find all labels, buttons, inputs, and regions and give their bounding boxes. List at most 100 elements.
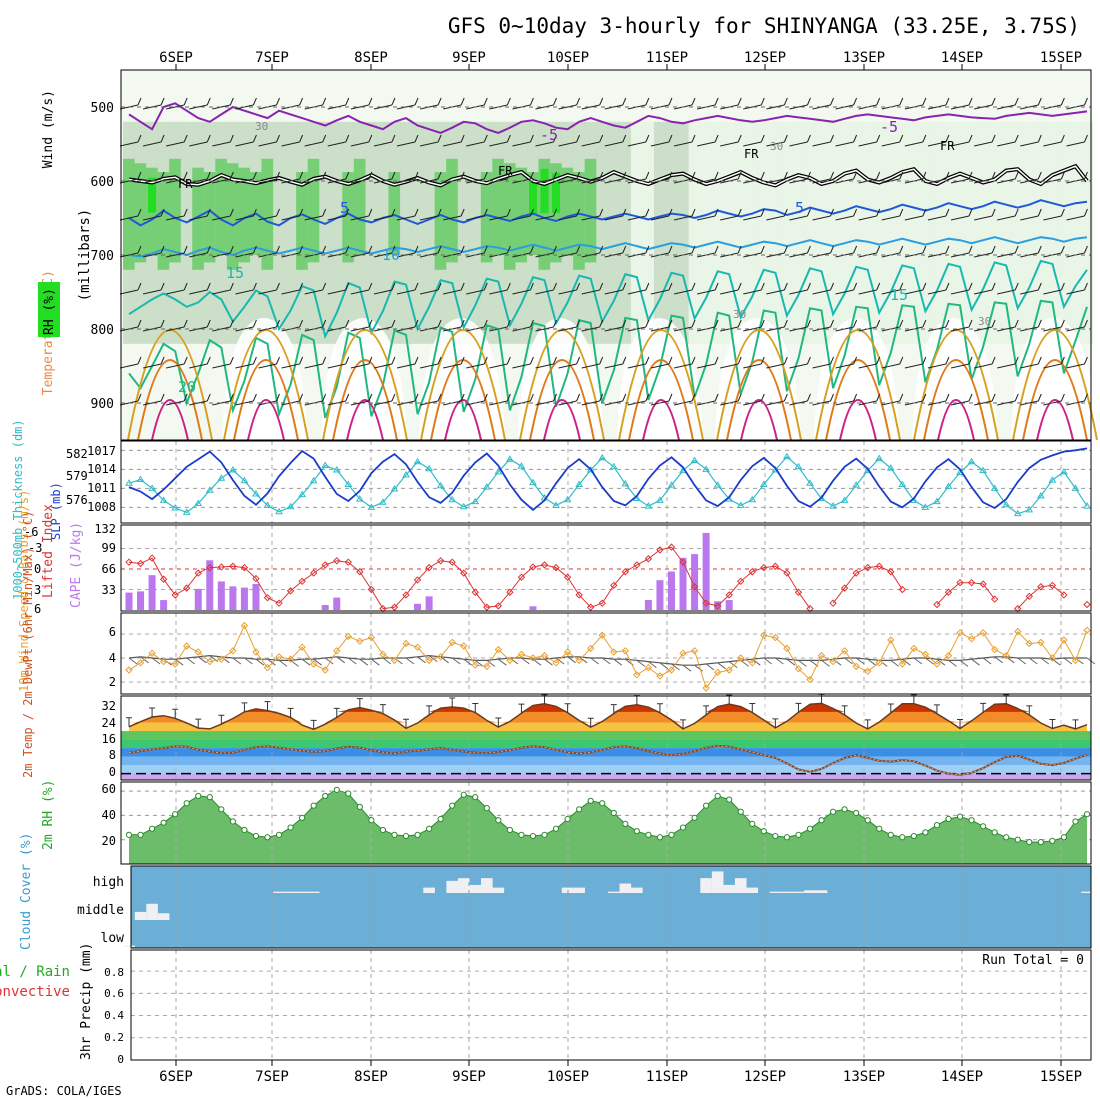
temp-contour--5 bbox=[128, 102, 1088, 134]
rh-column bbox=[700, 121, 713, 344]
rh-point bbox=[356, 803, 363, 810]
wind-speed-point bbox=[702, 684, 710, 692]
wind-barb bbox=[466, 356, 488, 369]
slp-line bbox=[128, 447, 1088, 512]
wind-speed-point bbox=[667, 666, 676, 674]
surface-wind-barb bbox=[763, 657, 773, 665]
thickness-point bbox=[1013, 509, 1022, 517]
wind-barb bbox=[997, 245, 1019, 258]
wind-speed-point bbox=[921, 650, 930, 659]
thickness-point bbox=[644, 502, 653, 509]
wind-barb bbox=[212, 134, 234, 147]
wind-barb bbox=[650, 356, 673, 369]
wind-barb bbox=[281, 208, 304, 221]
wind-barb bbox=[1020, 319, 1042, 332]
rh-column-moist bbox=[388, 172, 401, 255]
rh-point bbox=[853, 809, 860, 817]
lifted-index-point bbox=[1060, 591, 1068, 599]
rh-point bbox=[656, 834, 664, 841]
wind-barb bbox=[212, 97, 234, 110]
thickness-point bbox=[806, 479, 814, 486]
thickness-tick: 579 bbox=[66, 469, 88, 483]
rh-tick: 60 bbox=[102, 782, 116, 796]
lifted-index-point bbox=[206, 563, 214, 572]
wind-barb bbox=[1066, 134, 1088, 147]
rh-legend-swatch bbox=[38, 282, 60, 337]
lifted-index-point bbox=[829, 599, 837, 607]
wind-tick: 6 bbox=[109, 625, 116, 639]
surface-wind-barb bbox=[578, 656, 588, 664]
wind-barb bbox=[997, 393, 1019, 406]
wind-speed-point bbox=[402, 639, 410, 648]
cape-bar bbox=[252, 583, 260, 610]
wind-speed-point bbox=[540, 651, 549, 660]
wind-background bbox=[121, 613, 1091, 694]
wind-speed-point bbox=[448, 638, 456, 647]
cloud-gap bbox=[446, 880, 458, 893]
wind-barb bbox=[1043, 282, 1065, 295]
wind-speed-point bbox=[863, 667, 872, 675]
wind-barb bbox=[581, 282, 604, 295]
rh-column bbox=[1034, 121, 1047, 344]
wind-barb bbox=[812, 97, 834, 110]
dry-dome bbox=[321, 318, 407, 440]
wind-barb bbox=[512, 282, 534, 295]
wind-barb bbox=[166, 97, 188, 110]
top-date-label: 12SEP bbox=[744, 50, 786, 66]
thickness-point bbox=[436, 481, 445, 489]
surface-wind-barb bbox=[382, 657, 392, 665]
lifted-index-point bbox=[887, 568, 895, 576]
wind-barb bbox=[604, 245, 627, 258]
thickness-point bbox=[344, 480, 353, 488]
wind-speed-point bbox=[217, 655, 226, 663]
surface-wind-barb bbox=[1063, 657, 1073, 665]
rh-point bbox=[529, 832, 537, 840]
cloud-gap bbox=[711, 871, 724, 893]
wind-barb bbox=[512, 208, 534, 221]
surface-wind-barb bbox=[694, 664, 703, 672]
slp-panel: 582 579 576 1017 1014 1011 1008 1000~500… bbox=[11, 419, 1091, 600]
rh-point bbox=[714, 792, 721, 800]
wind-barb bbox=[974, 319, 996, 332]
rh-axis-label: 2m RH (%) bbox=[41, 780, 56, 850]
rh-column bbox=[769, 121, 782, 344]
cape-bar bbox=[240, 587, 248, 610]
wind-speed-point bbox=[240, 621, 249, 630]
thickness-point bbox=[829, 502, 837, 509]
wind-barb bbox=[789, 393, 811, 406]
rh-tick: 40 bbox=[102, 808, 116, 822]
pressure-tick-700: 700 bbox=[91, 249, 114, 264]
lifted-index-point bbox=[690, 583, 699, 591]
wind-barb bbox=[673, 208, 696, 221]
wind-barb bbox=[1020, 282, 1042, 295]
rh-column bbox=[607, 121, 620, 344]
lifted-index-point bbox=[460, 569, 468, 577]
panel-frame bbox=[120, 695, 1092, 781]
wind-barb bbox=[696, 134, 719, 147]
wind-barb bbox=[558, 393, 581, 406]
thickness-point bbox=[713, 481, 722, 488]
thickness-point bbox=[529, 478, 537, 486]
wind-speed-point bbox=[1037, 638, 1045, 647]
panel-frame bbox=[120, 612, 1092, 695]
lifted-index-point bbox=[875, 562, 883, 570]
wind-speed-point bbox=[817, 651, 826, 660]
minmax-whisker bbox=[864, 719, 871, 729]
rh-point bbox=[322, 792, 329, 800]
wind-barb bbox=[812, 319, 834, 332]
wind-barb bbox=[881, 134, 904, 147]
lifted-index-point bbox=[183, 584, 191, 592]
minmax-whisker bbox=[241, 702, 248, 712]
lifted-index-point bbox=[229, 562, 237, 570]
cape-bar bbox=[691, 554, 699, 610]
rh-column bbox=[469, 121, 482, 344]
thickness-point bbox=[1083, 502, 1091, 509]
wind-tick: 2 bbox=[109, 675, 116, 689]
wind-barb bbox=[212, 319, 234, 332]
lifted-index-point bbox=[760, 563, 768, 572]
surface-wind-barb bbox=[775, 657, 784, 665]
temp-arch bbox=[529, 359, 595, 441]
wind-barb bbox=[142, 319, 165, 332]
wind-speed-point bbox=[390, 656, 399, 665]
thickness-point bbox=[448, 495, 457, 503]
